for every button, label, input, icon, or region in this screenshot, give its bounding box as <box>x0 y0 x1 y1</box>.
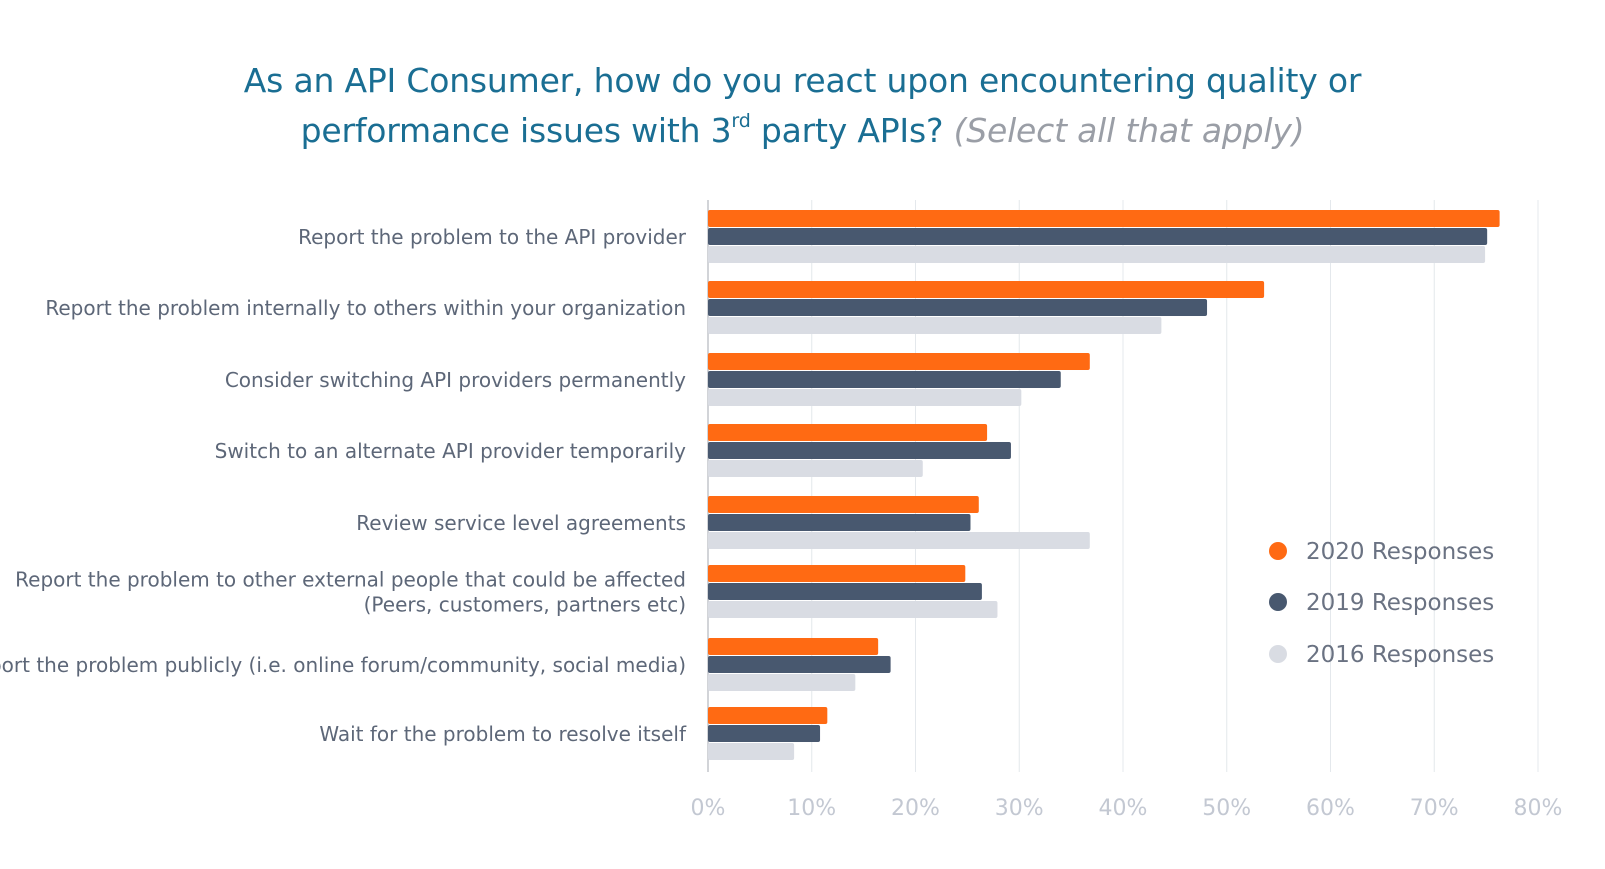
category-label: Wait for the problem to resolve itself <box>319 722 687 746</box>
category-label: Report the problem publicly (i.e. online… <box>0 653 686 677</box>
chart-title-line-2-text: performance issues with 3 <box>300 111 732 150</box>
category-label: (Peers, customers, partners etc) <box>364 593 686 617</box>
bar-2020 <box>708 424 988 441</box>
bar-2019 <box>708 514 971 531</box>
x-tick-label: 10% <box>787 796 836 821</box>
bar-2020 <box>708 638 879 655</box>
bar-2019 <box>708 371 1061 388</box>
bar-2016 <box>708 743 795 760</box>
bar-2020 <box>708 707 828 724</box>
bar-2016 <box>708 246 1486 263</box>
bar-2019 <box>708 442 1011 459</box>
x-tick-label: 20% <box>891 796 940 821</box>
bar-2020 <box>708 210 1500 227</box>
x-tick-label: 50% <box>1202 796 1251 821</box>
legend-marker <box>1269 542 1287 560</box>
bar-group <box>708 281 1265 334</box>
bar-2019 <box>708 299 1208 316</box>
bar-group <box>708 424 1011 477</box>
bar-group <box>708 707 828 760</box>
chart-title-superscript: rd <box>731 110 751 132</box>
bar-2016 <box>708 317 1162 334</box>
bar-2020 <box>708 281 1265 298</box>
bar-2020 <box>708 353 1090 370</box>
bar-group <box>708 496 1090 549</box>
legend-label: 2019 Responses <box>1306 590 1494 616</box>
bar-2019 <box>708 725 821 742</box>
chart-title-line-2: performance issues with 3rd party APIs? … <box>0 106 1605 156</box>
legend-label: 2016 Responses <box>1306 642 1494 668</box>
legend-label: 2020 Responses <box>1306 539 1494 565</box>
chart-title-line-2-end: party APIs? <box>750 111 944 150</box>
category-label: Report the problem to the API provider <box>298 225 687 249</box>
bar-group <box>708 353 1090 406</box>
legend-marker <box>1269 593 1287 611</box>
x-tick-label: 40% <box>1099 796 1148 821</box>
category-label: Report the problem internally to others … <box>45 296 686 320</box>
category-label: Report the problem to other external peo… <box>15 568 686 592</box>
legend-marker <box>1269 645 1287 663</box>
bar-group <box>708 565 998 618</box>
bar-2016 <box>708 532 1090 549</box>
chart-title: As an API Consumer, how do you react upo… <box>0 56 1605 156</box>
bar-2019 <box>708 583 982 600</box>
bar-2016 <box>708 674 856 691</box>
chart-title-line-1: As an API Consumer, how do you react upo… <box>243 61 1362 100</box>
category-label: Switch to an alternate API provider temp… <box>215 439 687 463</box>
category-label: Consider switching API providers permane… <box>225 368 686 392</box>
bar-2016 <box>708 601 998 618</box>
bar-2016 <box>708 389 1022 406</box>
x-tick-label: 30% <box>995 796 1044 821</box>
bar-2016 <box>708 460 923 477</box>
category-label: Review service level agreements <box>356 511 686 535</box>
bar-2020 <box>708 496 979 513</box>
bar-group <box>708 638 891 691</box>
x-tick-label: 80% <box>1514 796 1563 821</box>
bar-group <box>708 210 1500 263</box>
bar-2020 <box>708 565 966 582</box>
chart-title-note: (Select all that apply) <box>953 111 1305 150</box>
x-tick-label: 60% <box>1306 796 1355 821</box>
x-tick-label: 0% <box>691 796 726 821</box>
bar-2019 <box>708 228 1488 245</box>
bar-2019 <box>708 656 891 673</box>
x-tick-label: 70% <box>1410 796 1459 821</box>
